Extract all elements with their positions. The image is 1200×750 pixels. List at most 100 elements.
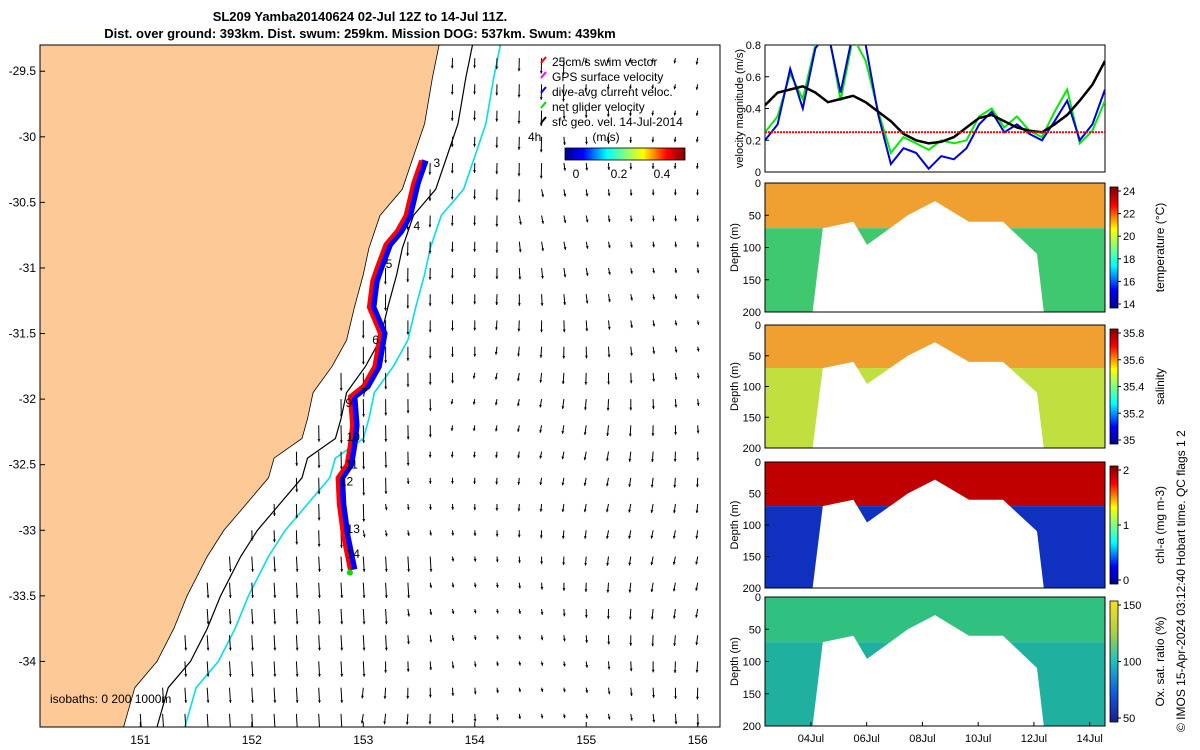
y-tick-label: 150 [743, 412, 761, 424]
velocity-arrowhead [539, 429, 543, 433]
velocity-arrowhead [518, 585, 522, 589]
velocity-arrowhead [672, 561, 676, 565]
velocity-arrowhead [652, 218, 655, 222]
colorbar-label: salinity [1153, 368, 1167, 405]
legend-swatch [540, 56, 547, 64]
colorbar [1109, 600, 1119, 723]
velocity-arrowhead [650, 616, 654, 620]
y-tick-label: 0.2 [746, 135, 761, 147]
legend-swatch [540, 86, 547, 94]
velocity-arrowhead [429, 612, 433, 615]
velocity-arrowhead [318, 595, 321, 598]
day-label: 14 [347, 547, 361, 561]
x-tick-label: 12Jul [1021, 733, 1047, 745]
velocity-arrowhead [563, 274, 567, 278]
velocity-arrowhead [407, 595, 411, 598]
y-tick-label: -30 [19, 130, 37, 144]
velocity-arrowhead [384, 465, 388, 468]
velocity-arrowhead [384, 360, 388, 363]
velocity-arrowhead [606, 114, 610, 117]
velocity-arrowhead [628, 509, 631, 513]
velocity-arrowhead [539, 455, 543, 459]
velocity-arrowhead [628, 535, 632, 539]
velocity-arrowhead [562, 715, 566, 719]
velocity-arrowhead [429, 569, 433, 572]
velocity-arrowhead [629, 140, 633, 143]
depth-ylabel: Depth (m) [729, 362, 741, 411]
velocity-arrowhead [584, 60, 588, 64]
velocity-arrowhead [674, 696, 677, 699]
velocity-arrowhead [652, 695, 655, 698]
velocity-arrowhead [583, 482, 587, 486]
velocity-arrowhead [607, 245, 611, 249]
velocity-arrowhead [585, 640, 589, 643]
velocity-arrowhead [450, 249, 454, 252]
velocity-arrowhead [607, 666, 611, 670]
velocity-arrowhead [473, 222, 476, 226]
velocity-arrowhead [384, 621, 388, 625]
velocity-arrowhead [184, 647, 188, 651]
velocity-arrowhead [606, 87, 610, 90]
velocity-arrowhead [428, 224, 432, 228]
velocity-arrowhead [539, 379, 543, 383]
velocity-arrowhead [517, 508, 521, 512]
velocity-arrowhead [629, 643, 633, 646]
velocity-arrowhead [674, 377, 678, 380]
velocity-arrowhead [673, 112, 677, 116]
velocity-arrowhead [540, 587, 544, 590]
velocity-arrowhead [607, 141, 610, 144]
velocity-arrowhead [606, 509, 609, 513]
velocity-arrowhead [673, 510, 676, 514]
y-tick-label: -32.5 [9, 458, 37, 472]
velocity-arrowhead [317, 465, 321, 468]
velocity-arrowhead [651, 86, 655, 89]
velocity-arrowhead [585, 246, 589, 249]
velocity-arrowhead [629, 407, 633, 411]
velocity-arrowhead [428, 303, 432, 307]
velocity-arrowhead [695, 87, 699, 90]
colorbar-tick-label: 35 [1123, 435, 1135, 447]
day-label: 3 [434, 156, 441, 170]
velocity-arrowhead [450, 144, 454, 147]
velocity-arrowhead [629, 218, 633, 222]
velocity-arrowhead [495, 66, 499, 70]
velocity-arrowhead [540, 329, 543, 333]
y-tick-label: 100 [743, 657, 761, 669]
velocity-arrowhead [429, 507, 432, 510]
velocity-arrowhead [473, 637, 477, 640]
velocity-arrowhead [606, 433, 610, 436]
velocity-arrowhead [583, 432, 587, 435]
velocity-arrowhead [495, 533, 499, 537]
velocity-arrowhead [339, 388, 343, 391]
velocity-arrowhead [384, 412, 388, 416]
velocity-arrowhead [273, 569, 277, 572]
glider-track-current [338, 159, 429, 571]
velocity-arrow [362, 503, 365, 522]
velocity-arrowhead [652, 351, 656, 354]
velocity-arrowhead [228, 595, 232, 598]
velocity-arrowhead [606, 60, 610, 63]
colorbar-label: temperature (°C) [1153, 203, 1167, 293]
velocity-arrowhead [606, 562, 610, 566]
velocity-arrowhead [517, 328, 521, 332]
velocity-arrowhead [517, 173, 521, 177]
velocity-arrowhead [562, 355, 566, 359]
velocity-arrowhead [318, 700, 321, 703]
velocity-arrowhead [651, 166, 655, 169]
velocity-arrowhead [428, 408, 432, 411]
y-tick-label: 100 [743, 382, 761, 394]
velocity-arrowhead [518, 611, 522, 614]
title-line-1: SL209 Yamba20140624 02-Jul 12Z to 14-Jul… [212, 9, 508, 24]
velocity-arrowhead [406, 279, 410, 283]
velocity-arrowhead [362, 414, 365, 417]
velocity-arrowhead [628, 616, 632, 620]
velocity-arrowhead [628, 459, 632, 462]
velocity-arrowhead [584, 382, 588, 385]
velocity-arrowhead [695, 113, 699, 116]
velocity-arrowhead [429, 667, 433, 671]
colorbar-tick-label: 16 [1123, 276, 1135, 288]
velocity-arrow [362, 477, 365, 496]
velocity-arrowhead [383, 721, 387, 725]
velocity-arrowhead [606, 616, 610, 619]
